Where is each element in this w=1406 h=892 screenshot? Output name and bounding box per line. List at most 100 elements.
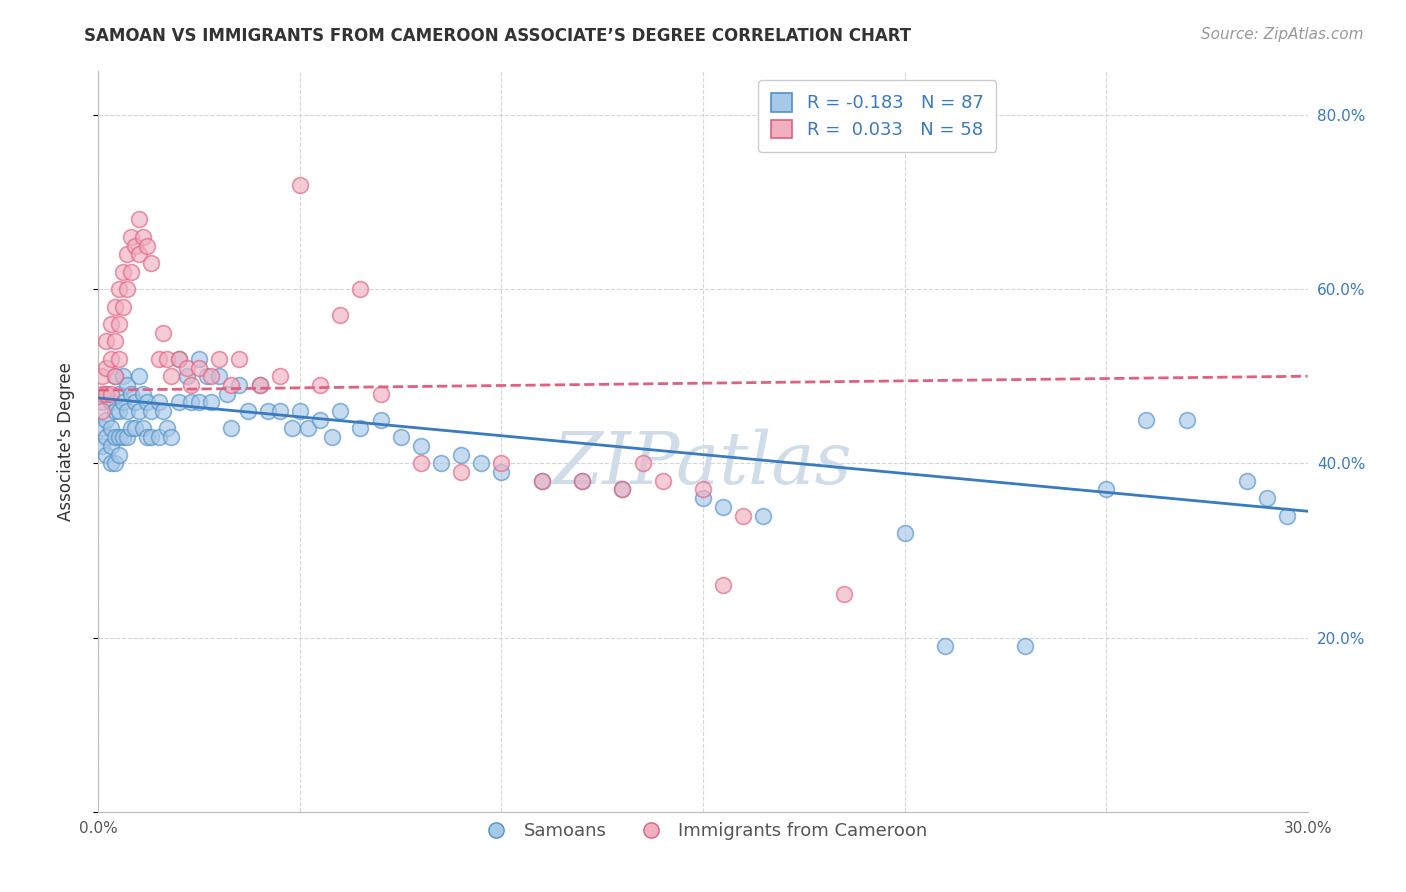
Point <box>450 448 472 462</box>
Point <box>236 404 259 418</box>
Point <box>491 456 513 470</box>
Point <box>120 421 142 435</box>
Point <box>221 378 243 392</box>
Point <box>111 265 134 279</box>
Point <box>409 456 432 470</box>
Point <box>389 430 412 444</box>
Point <box>288 404 311 418</box>
Point <box>128 247 150 261</box>
Point <box>208 369 231 384</box>
Point <box>217 386 239 401</box>
Point <box>228 351 250 366</box>
Point <box>148 430 170 444</box>
Point <box>491 465 513 479</box>
Point <box>409 439 432 453</box>
Point <box>167 395 190 409</box>
Point <box>139 430 162 444</box>
Point <box>124 238 146 252</box>
Point <box>832 587 855 601</box>
Point <box>128 212 150 227</box>
Point <box>91 421 114 435</box>
Point <box>370 386 392 401</box>
Point <box>167 351 190 366</box>
Point <box>152 326 174 340</box>
Point <box>111 300 134 314</box>
Point <box>208 351 231 366</box>
Point <box>221 421 243 435</box>
Point <box>228 378 250 392</box>
Point <box>91 439 114 453</box>
Point <box>1236 474 1258 488</box>
Text: SAMOAN VS IMMIGRANTS FROM CAMEROON ASSOCIATE’S DEGREE CORRELATION CHART: SAMOAN VS IMMIGRANTS FROM CAMEROON ASSOC… <box>84 27 911 45</box>
Point <box>450 465 472 479</box>
Point <box>100 351 122 366</box>
Point <box>96 430 118 444</box>
Point <box>297 421 319 435</box>
Point <box>91 395 114 409</box>
Point <box>530 474 553 488</box>
Point <box>530 474 553 488</box>
Point <box>120 386 142 401</box>
Point <box>934 639 956 653</box>
Point <box>160 430 183 444</box>
Point <box>132 386 155 401</box>
Point <box>96 386 118 401</box>
Point <box>1277 508 1299 523</box>
Point <box>349 421 371 435</box>
Point <box>329 404 352 418</box>
Point <box>111 395 134 409</box>
Point <box>269 404 291 418</box>
Point <box>1014 639 1036 653</box>
Point <box>107 448 129 462</box>
Point <box>103 456 125 470</box>
Point <box>711 578 734 592</box>
Point <box>103 334 125 349</box>
Point <box>309 413 332 427</box>
Point <box>692 483 714 497</box>
Point <box>107 351 129 366</box>
Point <box>120 265 142 279</box>
Point <box>288 178 311 192</box>
Point <box>269 369 291 384</box>
Y-axis label: Associate's Degree: Associate's Degree <box>56 362 75 521</box>
Point <box>1256 491 1278 505</box>
Point <box>111 430 134 444</box>
Point <box>103 369 125 384</box>
Point <box>571 474 593 488</box>
Text: ZIPatlas: ZIPatlas <box>553 428 853 499</box>
Point <box>115 430 138 444</box>
Point <box>188 360 211 375</box>
Point <box>100 421 122 435</box>
Point <box>470 456 492 470</box>
Point <box>111 369 134 384</box>
Point <box>107 430 129 444</box>
Point <box>96 386 118 401</box>
Point <box>321 430 343 444</box>
Point <box>103 404 125 418</box>
Point <box>96 334 118 349</box>
Point <box>115 378 138 392</box>
Point <box>651 474 673 488</box>
Point <box>100 317 122 331</box>
Point <box>91 386 114 401</box>
Point <box>249 378 271 392</box>
Point <box>256 404 278 418</box>
Point <box>733 508 755 523</box>
Point <box>107 282 129 296</box>
Point <box>103 430 125 444</box>
Point <box>103 300 125 314</box>
Point <box>176 369 198 384</box>
Point <box>91 369 114 384</box>
Point <box>329 308 352 322</box>
Point <box>752 508 775 523</box>
Point <box>148 351 170 366</box>
Point <box>96 360 118 375</box>
Point <box>893 526 915 541</box>
Point <box>139 256 162 270</box>
Point <box>115 247 138 261</box>
Point <box>100 456 122 470</box>
Point <box>167 351 190 366</box>
Point <box>1135 413 1157 427</box>
Text: Source: ZipAtlas.com: Source: ZipAtlas.com <box>1201 27 1364 42</box>
Point <box>281 421 304 435</box>
